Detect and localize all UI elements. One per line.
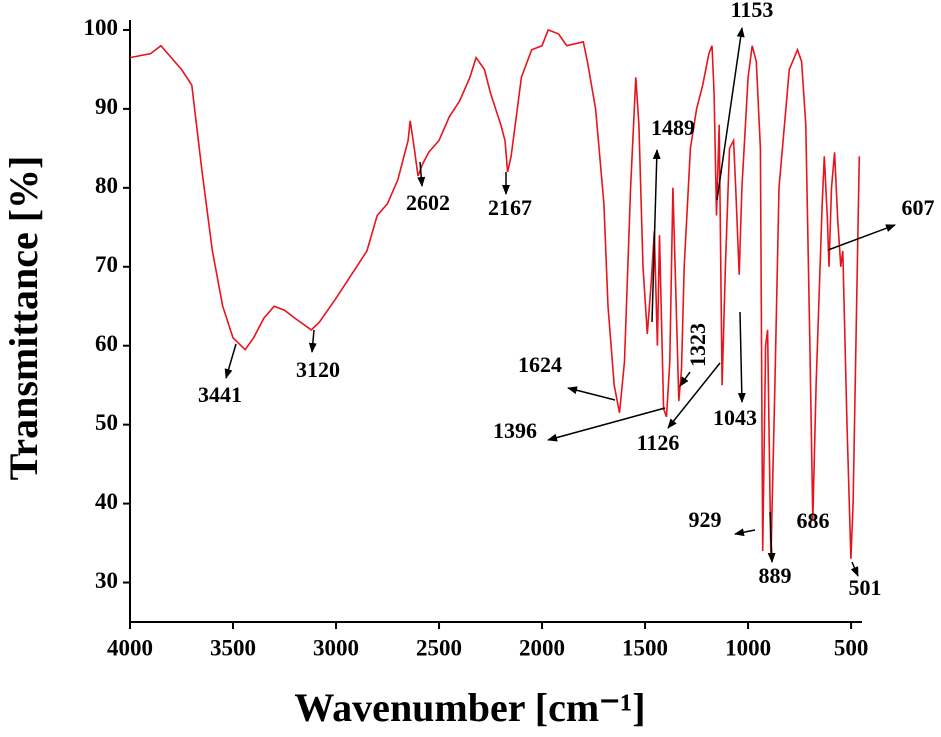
annotation: 1153 bbox=[731, 0, 774, 22]
annotation-arrow bbox=[308, 329, 317, 353]
annotation-arrow bbox=[567, 386, 616, 401]
annotation: 1396 bbox=[493, 418, 537, 443]
annotation-arrow bbox=[547, 407, 666, 442]
y-tick-label: 40 bbox=[95, 489, 118, 514]
x-tick-label: 3500 bbox=[210, 635, 256, 660]
x-tick-label: 2000 bbox=[519, 635, 565, 660]
x-tick-label: 2500 bbox=[416, 635, 462, 660]
y-tick-label: 30 bbox=[95, 568, 118, 593]
annotation-arrow bbox=[679, 371, 691, 387]
annotation-arrow bbox=[651, 149, 661, 323]
annotation-arrow bbox=[850, 561, 859, 577]
y-axis-title: Transmittance [%] bbox=[1, 156, 46, 481]
annotation: 889 bbox=[759, 563, 792, 588]
annotation-arrow bbox=[417, 161, 426, 187]
y-tick-label: 90 bbox=[95, 94, 118, 119]
annotation-arrow bbox=[737, 311, 746, 403]
y-tick-label: 80 bbox=[95, 173, 118, 198]
annotation: 1624 bbox=[518, 352, 562, 377]
annotation: 3441 bbox=[198, 382, 242, 407]
annotation-arrow bbox=[767, 511, 776, 563]
x-tick-label: 3000 bbox=[313, 635, 359, 660]
y-tick-label: 60 bbox=[95, 331, 118, 356]
annotation: 2602 bbox=[406, 190, 450, 215]
x-tick-label: 500 bbox=[834, 635, 869, 660]
annotation: 501 bbox=[849, 575, 882, 600]
annotation: 929 bbox=[689, 507, 722, 532]
annotation-arrow bbox=[224, 343, 237, 379]
y-tick-label: 50 bbox=[95, 410, 118, 435]
x-tick-label: 4000 bbox=[107, 635, 153, 660]
annotation-arrow bbox=[827, 224, 896, 251]
y-tick-label: 70 bbox=[95, 252, 118, 277]
y-tick-label: 100 bbox=[84, 15, 119, 40]
x-tick-label: 1500 bbox=[622, 635, 668, 660]
annotation-arrow bbox=[716, 27, 745, 201]
spectrum-line bbox=[129, 28, 861, 559]
x-axis-title: Wavenumber [cm⁻¹] bbox=[294, 685, 645, 730]
annotation: 2167 bbox=[488, 195, 532, 220]
annotation: 1489 bbox=[651, 115, 695, 140]
annotation: 3120 bbox=[296, 357, 340, 382]
annotation: 1043 bbox=[713, 405, 757, 430]
annotation: 1126 bbox=[637, 430, 680, 455]
annotation: 607 bbox=[902, 195, 935, 220]
annotation: 1323 bbox=[685, 323, 710, 367]
annotation-arrow bbox=[667, 362, 721, 429]
annotation: 686 bbox=[797, 508, 830, 533]
annotation-arrow bbox=[734, 528, 756, 537]
x-tick-label: 1000 bbox=[725, 635, 771, 660]
